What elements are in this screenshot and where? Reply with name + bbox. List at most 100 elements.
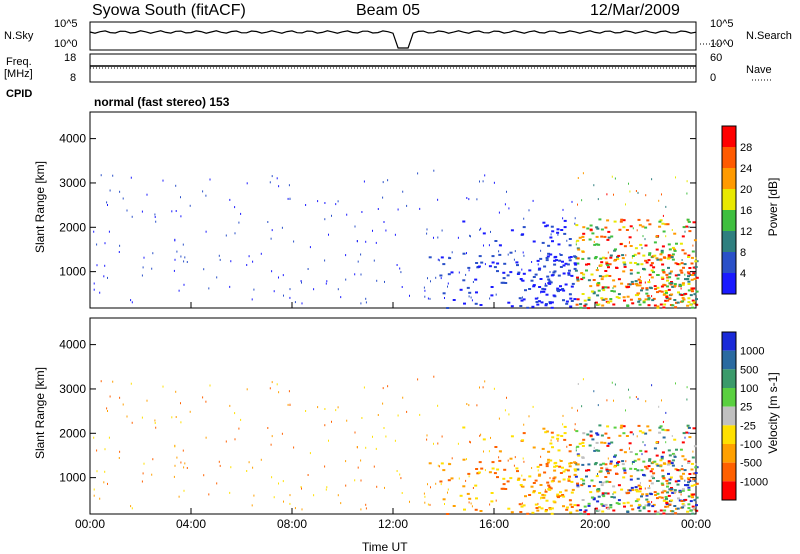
heatmap-cell [647,465,651,468]
heatmap-cell [503,468,507,471]
heatmap-cell [636,271,640,274]
heatmap-cell [668,272,672,275]
heatmap-cell [666,279,669,282]
heatmap-cell [652,266,656,269]
heatmap-cell [502,483,506,486]
heatmap-cell [528,288,532,290]
heatmap-cell [491,467,495,470]
heatmap-cell [162,385,164,388]
heatmap-cell [660,290,664,293]
heatmap-cell [679,269,683,272]
heatmap-cell [595,226,599,229]
heatmap-cell [649,470,653,473]
heatmap-cell [354,431,356,434]
noise-sky-line [89,30,697,49]
heatmap-cell [428,462,432,465]
heatmap-cell [433,169,435,172]
heatmap-cell [607,251,609,254]
heatmap-cell [442,292,446,295]
heatmap-cell [550,233,552,236]
heatmap-cell [651,178,653,181]
colorbar-swatch [722,350,736,370]
heatmap-cell [489,297,491,300]
heatmap-cell [479,180,480,183]
heatmap-cell [276,177,278,180]
heatmap-cell [490,286,494,288]
heatmap-cell [659,258,663,261]
heatmap-cell [688,432,690,435]
heatmap-cell [619,449,623,452]
heatmap-cell [493,181,495,184]
heatmap-cell [582,226,586,229]
heatmap-cell [346,419,348,422]
heatmap-cell [562,478,566,481]
heatmap-cell [600,503,604,506]
heatmap-cell [596,490,600,493]
heatmap-cell [474,278,478,281]
heatmap-cell [562,414,564,417]
heatmap-cell [642,254,646,257]
heatmap-cell [564,489,568,492]
nave-label: Nave [746,64,772,76]
heatmap-cell [678,499,682,502]
heatmap-cell [521,296,523,299]
heatmap-cell [668,503,672,506]
heatmap-cell [668,248,672,251]
heatmap-cell [607,436,611,439]
nsky-label: N.Sky [4,30,34,42]
heatmap-cell [663,284,667,287]
heatmap-cell [522,226,526,229]
heatmap-cell [516,470,519,473]
x-tick-label: 00:00 [681,517,711,531]
heatmap-cell [328,233,329,236]
heatmap-cell [651,295,653,298]
heatmap-cell [155,220,157,223]
heatmap-cell [270,237,272,240]
heatmap-cell [554,461,558,464]
heatmap-cell [645,493,649,496]
heatmap-cell [498,456,500,459]
heatmap-cell [600,228,604,231]
heatmap-cell [623,245,627,248]
heatmap-cell [653,304,657,307]
heatmap-cell [480,467,484,470]
heatmap-cell [561,288,565,290]
heatmap-cell [671,229,673,231]
heatmap-cell [573,504,577,507]
heatmap-cell [629,431,633,434]
heatmap-cell [686,477,690,480]
heatmap-cell [545,224,549,227]
heatmap-cell [458,271,460,274]
heatmap-cell [555,465,558,468]
heatmap-cell [396,264,398,266]
heatmap-cell [340,296,342,299]
heatmap-cell [597,473,598,475]
heatmap-cell [613,491,617,494]
heatmap-cell [662,293,666,296]
heatmap-cell [665,502,669,504]
heatmap-cell [444,297,445,299]
heatmap-cell [673,455,677,458]
heatmap-cell [202,396,204,399]
colorbar-tick-label: 20 [740,184,752,196]
heatmap-cell [569,462,573,464]
heatmap-cell [440,256,444,259]
heatmap-cell [576,468,580,471]
heatmap-cell [99,291,101,294]
heatmap-cell [649,279,650,282]
heatmap-cell [426,438,428,441]
heatmap-cell [444,503,445,505]
heatmap-cell [622,432,626,435]
heatmap-cell [670,460,674,463]
heatmap-cell [661,483,665,486]
heatmap-cell [107,204,108,206]
heatmap-cell [558,495,562,497]
heatmap-cell [567,273,571,276]
heatmap-cell [687,503,691,506]
heatmap-cell [637,484,641,487]
heatmap-cell [629,451,633,453]
heatmap-cell [550,301,554,304]
heatmap-cell [301,281,302,284]
heatmap-cell [662,420,664,423]
heatmap-cell [664,223,668,226]
